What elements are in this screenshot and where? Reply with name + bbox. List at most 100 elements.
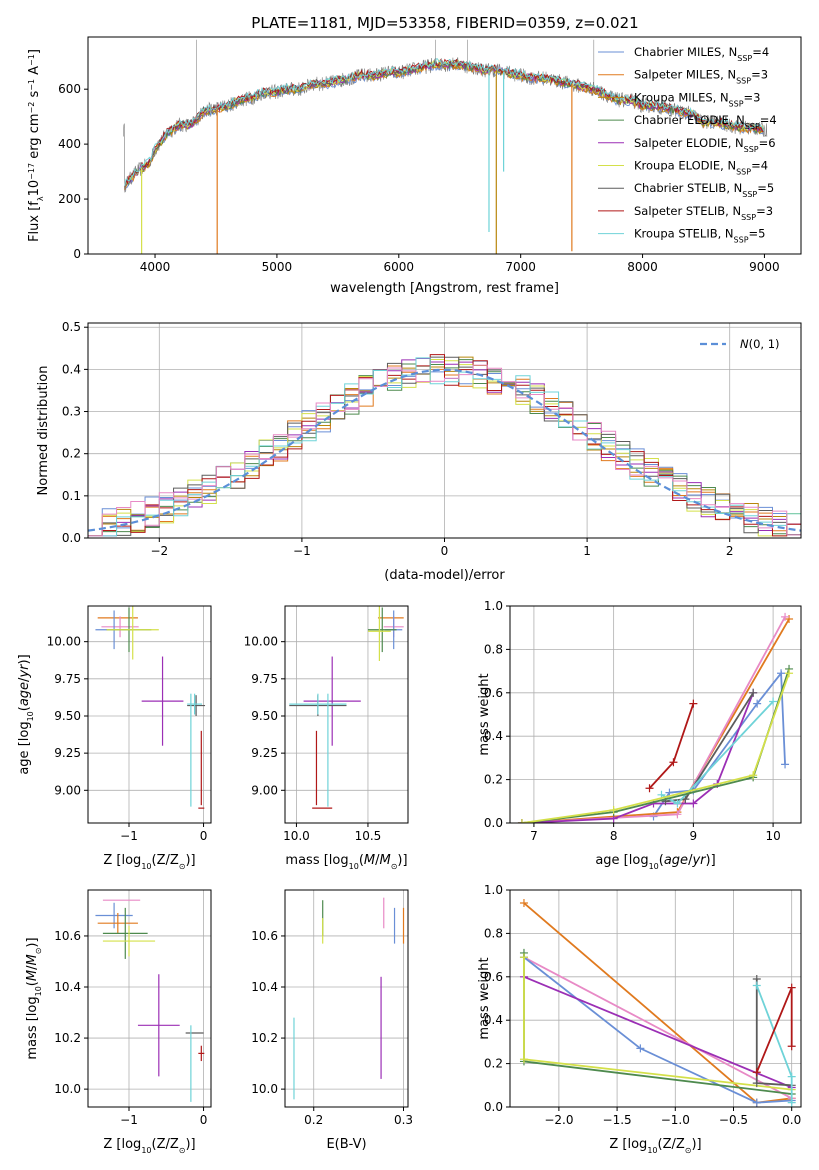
y-tick-label: 400 — [58, 137, 81, 151]
series-marker — [787, 983, 796, 992]
legend-entry: Kroupa ELODIE, NSSP=4 — [634, 159, 768, 177]
residual-y-label: Normed distribution — [36, 366, 51, 496]
legend-entry: Chabrier ELODIE, NSSP=4 — [634, 113, 777, 131]
x-tick-label: 9000 — [749, 260, 780, 274]
y-tick-label: 10.4 — [54, 980, 81, 994]
x-tick-label: 10.5 — [355, 829, 382, 843]
y-tick-label: 0.5 — [62, 320, 81, 334]
label-part: M — [364, 853, 375, 868]
x-tick-label: 5000 — [262, 260, 293, 274]
label-part: SSP — [737, 54, 752, 63]
mass-ebv-x-label: E(B-V) — [326, 1137, 366, 1152]
legend-entry: Chabrier STELIB, NSSP=5 — [634, 181, 774, 199]
label-part: ⊙ — [685, 1146, 692, 1155]
legend-entry: Kroupa MILES, NSSP=3 — [634, 90, 760, 108]
label-part: Z [log — [609, 1137, 647, 1152]
y-tick-label: 0.4 — [62, 362, 81, 376]
series-marker — [519, 899, 528, 908]
y-tick-label: 10.4 — [251, 980, 278, 994]
label-part: SSP — [729, 99, 744, 108]
x-tick-label: 0 — [441, 544, 449, 558]
y-tick-label: 0.2 — [484, 1057, 503, 1071]
massweight-z-x-label: Z [log10(Z/Z⊙)] — [609, 1137, 701, 1155]
label-part: 10 — [27, 180, 42, 197]
label-part: / — [375, 853, 380, 868]
label-part: =4 — [751, 159, 768, 173]
series-line-salpeter_elodie — [523, 975, 793, 1089]
y-tick-label: 9.25 — [251, 746, 278, 760]
series-marker — [785, 615, 794, 624]
y-tick-label: 0.8 — [484, 926, 503, 940]
legend-entry: Salpeter STELIB, NSSP=3 — [634, 204, 773, 222]
y-tick-label: 0.1 — [62, 489, 81, 503]
label-part: SSP — [741, 212, 756, 221]
series-line-kroupa_stelib — [661, 700, 774, 805]
y-tick-label: 0.8 — [484, 642, 503, 656]
massweight-age-panel: 7 8 9 10 0.0 0.2 0.4 0.6 0.8 1.0 — [484, 599, 802, 843]
massweight-z-y-label: mass weight — [477, 957, 492, 1039]
series-line-chabrier_miles — [523, 956, 792, 1104]
label-part: =3 — [744, 90, 761, 104]
plot-area — [88, 354, 801, 538]
y-tick-label: 9.50 — [54, 709, 81, 723]
label-part: erg cm — [27, 113, 42, 162]
axes-frame — [87, 889, 212, 1108]
label-part: ( — [659, 853, 664, 868]
label-part: (0, 1) — [749, 337, 780, 351]
y-tick-label: 0.4 — [484, 729, 503, 743]
series-marker — [519, 953, 528, 962]
label-part: 10 — [26, 711, 35, 721]
y-tick-label: 0.0 — [62, 531, 81, 545]
y-tick-label: 1.0 — [484, 599, 503, 613]
plot-area — [519, 899, 796, 1107]
y-tick-label: 200 — [58, 192, 81, 206]
massweight-z-panel: −2.0 −1.5 −1.0 −0.5 0.0 0.0 0.2 0.4 0.6 0.8 1.0 — [484, 883, 802, 1127]
x-tick-label: −1.5 — [603, 1113, 632, 1127]
series-marker — [673, 810, 682, 819]
label-part: )] — [25, 937, 40, 947]
series-line-salpeter_stelib — [648, 703, 695, 789]
label-part: Salpeter STELIB, N — [634, 204, 741, 218]
massweight-age-y-label: mass weight — [477, 673, 492, 755]
massweight-age-x-label: age [log10(age/yr)] — [595, 853, 715, 871]
x-tick-label: 0.2 — [304, 1113, 323, 1127]
series-line-salpeter_miles — [523, 902, 792, 1104]
series-marker — [752, 1068, 761, 1077]
x-tick-label: 7 — [530, 829, 538, 843]
x-tick-label: −2.0 — [544, 1113, 573, 1127]
label-part: )] — [17, 654, 32, 664]
axes-frame — [284, 605, 409, 824]
series-marker — [645, 784, 654, 793]
label-part: (Z/Z — [152, 853, 179, 868]
plot-area — [517, 612, 794, 823]
label-part: λ — [36, 196, 45, 201]
axes-frame — [509, 889, 802, 1108]
y-tick-label: 10.0 — [251, 1082, 278, 1096]
series-marker — [689, 799, 698, 808]
axes-frame — [87, 605, 212, 824]
x-tick-label: 4000 — [140, 260, 171, 274]
series-marker — [749, 688, 758, 697]
label-part: Flux [f — [27, 201, 42, 242]
y-tick-label: 600 — [58, 82, 81, 96]
y-tick-label: 0 — [73, 247, 81, 261]
residual-x-label: (data-model)/error — [384, 568, 505, 583]
y-tick-label: 9.00 — [251, 783, 278, 797]
y-tick-label: 10.2 — [54, 1031, 81, 1045]
label-part: age [log — [17, 721, 32, 774]
label-part: 10 — [649, 862, 659, 871]
y-tick-label: 10.6 — [251, 929, 278, 943]
y-tick-label: 9.00 — [54, 783, 81, 797]
series-marker — [781, 612, 790, 621]
label-part: Z [log — [103, 853, 141, 868]
label-part: ( — [17, 706, 32, 711]
label-part: ⊙ — [179, 1146, 186, 1155]
legend-entry: Kroupa STELIB, NSSP=5 — [634, 227, 765, 245]
series-marker — [673, 799, 682, 808]
label-part: ( — [25, 981, 40, 986]
spectrum-y-label: Flux [fλ10−17 erg cm−2 s−1 A−1] — [27, 49, 45, 242]
label-part: )] — [185, 853, 195, 868]
legend-entry: Salpeter MILES, NSSP=3 — [634, 68, 768, 86]
label-part: M — [25, 970, 40, 981]
